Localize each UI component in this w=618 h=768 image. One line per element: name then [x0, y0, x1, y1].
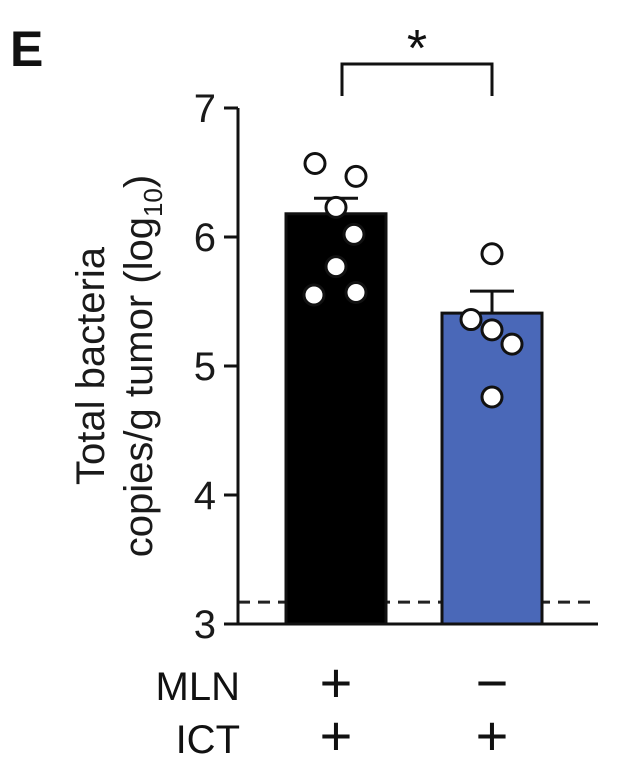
y-tick-label-5: 5 — [194, 345, 216, 389]
data-point-2-1 — [480, 242, 504, 266]
y-tick-label-3: 3 — [194, 603, 216, 647]
data-point-2-5 — [480, 385, 504, 409]
condition-ict-value-1: + — [320, 704, 353, 767]
condition-mln-value-2: − — [476, 651, 509, 714]
y-axis-title-prefix: copies/g tumor (log — [117, 217, 161, 557]
y-axis-title: Total bacteria — [69, 246, 113, 485]
y-axis-title-line1: Total bacteria — [69, 246, 113, 485]
condition-ict-value-2: + — [476, 704, 509, 767]
data-point-1-2 — [344, 164, 368, 188]
condition-mln-value-1: + — [320, 651, 353, 714]
data-point-2-4 — [480, 318, 504, 342]
panel-label: E — [10, 21, 43, 77]
data-point-1-6 — [302, 283, 326, 307]
significance-label: * — [407, 20, 427, 78]
data-point-1-3 — [324, 195, 348, 219]
condition-label-mln: MLN — [156, 665, 240, 709]
y-axis-title-second-line: copies/g tumor (log10) — [117, 175, 168, 557]
data-point-1-1 — [303, 151, 327, 175]
data-point-1-5 — [324, 255, 348, 279]
y-axis-title-subscript: 10 — [138, 188, 168, 217]
y-tick-label-6: 6 — [194, 216, 216, 260]
bar-2 — [440, 311, 544, 626]
data-point-2-2 — [459, 308, 483, 332]
condition-label-ict: ICT — [176, 718, 240, 762]
significance-bracket — [340, 62, 494, 96]
data-point-2-3 — [500, 332, 524, 356]
y-tick-label-7: 7 — [194, 87, 216, 131]
y-tick-label-4: 4 — [194, 474, 216, 518]
y-axis-title-suffix: ) — [117, 175, 161, 188]
data-point-1-7 — [344, 280, 368, 304]
data-point-1-4 — [342, 222, 366, 246]
